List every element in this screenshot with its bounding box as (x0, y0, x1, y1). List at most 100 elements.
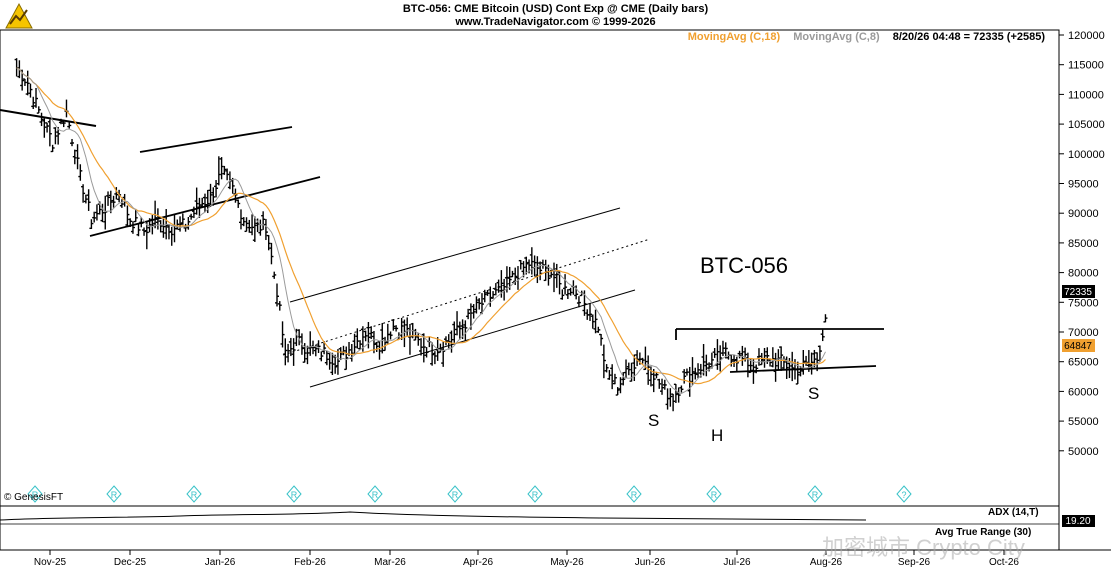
ohlc-bar (804, 355, 809, 366)
ohlc-bar (22, 78, 27, 86)
ohlc-bar (615, 387, 620, 396)
ohlc-bar (214, 180, 219, 198)
trade-navigator-logo (5, 2, 33, 29)
ohlc-bar (593, 309, 598, 334)
atr-label: Avg True Range (30) (935, 527, 1032, 538)
ohlc-bar (416, 333, 421, 346)
ohlc-bar (58, 118, 63, 125)
ohlc-bar (178, 216, 183, 232)
ohlc-bar (560, 289, 565, 300)
ohlc-bar (662, 379, 667, 390)
ohlc-bar (269, 242, 274, 265)
event-marker[interactable]: R (186, 485, 202, 503)
event-marker-pending[interactable]: ? (896, 485, 912, 503)
adx-label: ADX (14,T) (988, 507, 1039, 518)
ohlc-bar (333, 354, 338, 374)
ohlc-bar (114, 187, 119, 200)
svg-text:R: R (812, 490, 819, 500)
ohlc-bar (612, 373, 617, 385)
ohlc-bar (660, 378, 665, 395)
ohlc-bar (324, 350, 329, 366)
price-quote: 8/20/26 04:48 = 72335 (+2585) (892, 31, 1045, 43)
y-tick-label: 105000 (1068, 119, 1105, 131)
ohlc-bar (75, 144, 80, 170)
svg-text:R: R (111, 490, 118, 500)
ohlc-bar (286, 343, 291, 363)
ohlc-bar (485, 290, 490, 296)
ohlc-bar (161, 218, 166, 238)
ohlc-bar (288, 337, 293, 357)
ohlc-bar (316, 340, 321, 354)
ohlc-bar (574, 285, 579, 300)
ohlc-bar (718, 345, 723, 372)
ohlc-bar (430, 342, 435, 366)
ohlc-bar (474, 296, 479, 314)
genesis-ft-credit: © GenesisFT (4, 492, 64, 503)
ohlc-bar (272, 271, 277, 279)
ohlc-bar (61, 119, 66, 128)
ohlc-bar (277, 301, 282, 311)
ohlc-bar (568, 287, 573, 296)
event-marker[interactable]: R (527, 485, 543, 503)
event-marker[interactable]: R (286, 485, 302, 503)
ohlc-bar (169, 226, 174, 246)
ohlc-bar (283, 338, 288, 366)
ohlc-bar (438, 343, 443, 353)
wedge-upper (139, 126, 293, 153)
ohlc-bar (327, 352, 332, 370)
ohlc-bar (820, 329, 825, 342)
svg-text:R: R (452, 490, 459, 500)
ohlc-bar (45, 122, 50, 133)
ohlc-bar (502, 278, 507, 301)
ohlc-bar (250, 214, 255, 236)
symbol-annotation: BTC-056 (700, 253, 788, 278)
ohlc-bar (657, 378, 662, 389)
ohlc-bar (391, 319, 396, 331)
event-marker[interactable]: R (367, 485, 383, 503)
ohlc-bar (119, 199, 124, 208)
event-marker[interactable]: R (807, 485, 823, 503)
y-tick-label: 115000 (1068, 60, 1104, 72)
ohlc-bar (70, 138, 75, 147)
ohlc-bar (230, 177, 235, 194)
ohlc-bar (50, 144, 55, 153)
x-tick-label: Jul-26 (723, 557, 751, 568)
y-tick-label: 95000 (1068, 179, 1099, 191)
ohlc-bar (56, 126, 61, 145)
event-marker[interactable]: R (706, 485, 722, 503)
event-marker[interactable]: R (447, 485, 463, 503)
ohlc-bar (399, 317, 404, 340)
ohlc-bars (14, 58, 828, 412)
ohlc-bar (194, 187, 199, 215)
ohlc-bar (651, 368, 656, 393)
ohlc-bar (690, 357, 695, 385)
event-marker[interactable]: R (27, 485, 43, 503)
adx-value-marker: 19.20 (1062, 515, 1095, 527)
ohlc-bar (601, 344, 606, 379)
ohlc-bar (801, 349, 806, 375)
ohlc-bar (466, 308, 471, 320)
ohlc-bar (108, 190, 113, 214)
ohlc-bar (158, 220, 163, 233)
event-marker[interactable]: R (106, 485, 122, 503)
x-tick-label: Nov-25 (34, 557, 67, 568)
ohlc-bar (452, 321, 457, 343)
ohlc-bar (374, 341, 379, 352)
ohlc-bar (549, 270, 554, 278)
ohlc-bar (86, 189, 91, 211)
y-tick-label: 75000 (1068, 297, 1099, 309)
ohlc-bar (200, 197, 205, 208)
trendlines (0, 109, 884, 388)
ohlc-bar (352, 333, 357, 354)
y-tick-label: 65000 (1068, 357, 1099, 369)
x-tick-label: May-26 (550, 557, 584, 568)
ohlc-bar (815, 352, 820, 372)
event-marker[interactable]: R (626, 485, 642, 503)
ohlc-bar (607, 370, 612, 380)
ohlc-bar (247, 219, 252, 233)
svg-text:R: R (291, 490, 298, 500)
ohlc-bar (576, 296, 581, 308)
last-price-value: 72335 (1064, 287, 1092, 298)
ohlc-bar (701, 344, 706, 376)
